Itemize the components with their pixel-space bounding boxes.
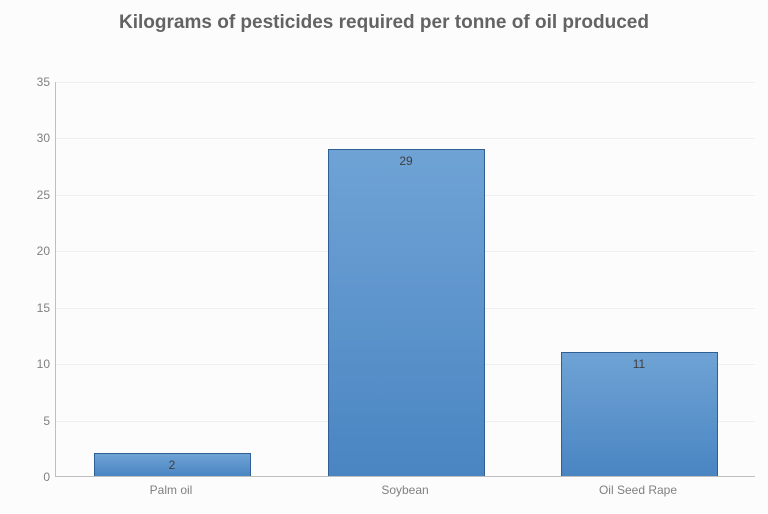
y-tick-label: 30 [10,131,50,145]
bar-group: 2 [94,453,251,476]
bar: 2 [94,453,251,476]
pesticides-chart: Kilograms of pesticides required per ton… [0,0,768,514]
y-tick-label: 25 [10,188,50,202]
category-label: Palm oil [91,483,251,497]
y-tick-label: 15 [10,301,50,315]
y-tick-label: 5 [10,414,50,428]
bar: 29 [328,149,485,476]
bar-group: 29 [328,149,485,476]
gridline [56,138,755,139]
y-tick-label: 35 [10,75,50,89]
bar: 11 [561,352,718,476]
chart-title: Kilograms of pesticides required per ton… [0,12,768,35]
y-tick-label: 20 [10,244,50,258]
gridline [56,82,755,83]
bar-value-label: 11 [562,357,717,371]
bar-value-label: 2 [95,458,250,472]
plot-area: 2 29 11 [55,82,755,477]
bar-group: 11 [561,352,718,476]
y-tick-label: 10 [10,357,50,371]
category-label: Oil Seed Rape [558,483,718,497]
y-tick-label: 0 [10,470,50,484]
category-label: Soybean [325,483,485,497]
bar-value-label: 29 [329,154,484,168]
